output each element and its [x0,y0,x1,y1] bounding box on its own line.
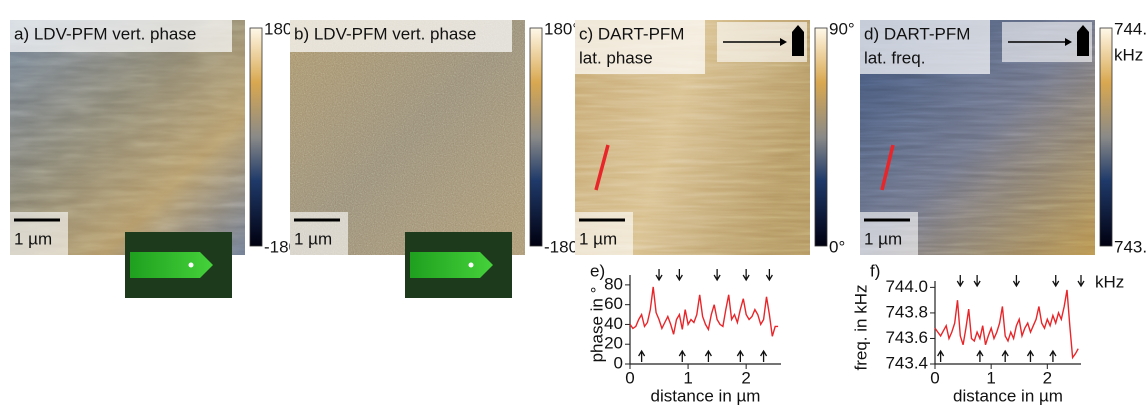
y-tick-label: 80 [604,274,623,293]
y-axis-label: phase in ° [587,287,606,363]
colorbar-max: 90° [829,19,855,38]
profile-line [880,144,895,191]
arrow-down [675,269,683,282]
arrow-up [1049,349,1057,362]
scale-label: 1 µm [294,229,332,248]
arrow-up [638,349,646,362]
panel-label: b) LDV-PFM vert. phase [294,24,476,43]
arrow-up [976,349,984,362]
scale-label: 1 µm [14,229,52,248]
colorbar-unit: kHz [1114,45,1143,64]
data-line [629,286,779,337]
panel-label: c) DART-PFM [579,24,684,43]
arrow-up [1026,349,1035,362]
y-tick-label: 743.4 [885,353,928,372]
arrow-down [1052,275,1060,288]
colorbar-max: 180° [544,19,579,38]
cantilever-icon [1077,25,1089,56]
panel-label: e) [590,261,605,280]
label-box [575,20,705,74]
y-tick-label: 743.6 [885,328,928,347]
colorbar-max: 744.1 [1114,19,1147,38]
y-tick-label: 744.0 [885,277,928,296]
y-tick-label: 20 [604,334,623,353]
arrow-head [1065,38,1072,46]
arrow-down [742,269,750,282]
x-axis-label: distance in µm [651,386,761,405]
x-tick-label: 2 [1043,368,1052,387]
cantilever-icon [792,25,804,56]
panel-label: lat. freq. [864,48,925,67]
colorbar [1099,27,1113,247]
arrow-down [1012,275,1020,288]
y-tick-label: 743.8 [885,302,928,321]
arrow-down [1077,275,1085,288]
panel-label: a) LDV-PFM vert. phase [14,24,196,43]
data-line [934,289,1079,360]
arrow-up [678,349,686,362]
x-tick-label: 0 [625,368,634,387]
scale-label: 1 µm [864,229,902,248]
colorbar-min: 0° [829,237,845,256]
colorbar [529,27,543,247]
scale-label: 1 µm [579,229,617,248]
colorbar-min: -180° [544,237,585,256]
arrow-up [1001,349,1009,362]
arrow-down [765,269,773,282]
arrow-down [973,275,981,288]
arrow-up [937,349,945,362]
arrow-up [704,349,712,362]
x-tick-label: 2 [741,368,750,387]
arrow-head [780,38,787,46]
panel-label: d) DART-PFM [864,24,970,43]
arrow-up [736,349,744,362]
y-tick-label: 0 [614,353,623,372]
x-tick-label: 1 [986,368,995,387]
laser-spot [468,262,474,268]
arrow-down [713,269,721,282]
x-tick-label: 0 [930,368,939,387]
y-axis-label: freq. in kHz [851,285,870,371]
profile-line [594,144,610,191]
y-tick-label: 60 [604,294,623,313]
label-box [860,20,990,74]
label-box [290,20,512,52]
panel-label: lat. phase [579,48,653,67]
colorbar [814,27,828,247]
arrow-down [655,269,663,282]
x-tick-label: 1 [683,368,692,387]
tip-shape [130,252,213,278]
panel-label: f) [870,261,880,280]
tip-shape [410,252,493,278]
laser-spot [188,262,194,268]
arrow-down [956,275,964,288]
y-tick-label: 40 [604,314,623,333]
colorbar-min: 743.2 [1114,237,1147,256]
x-axis-label: distance in µm [953,386,1063,405]
arrow-up [760,349,768,362]
label-box [10,20,232,52]
colorbar [249,27,263,247]
axes [934,281,1081,365]
unit-label: kHz [1095,272,1124,291]
